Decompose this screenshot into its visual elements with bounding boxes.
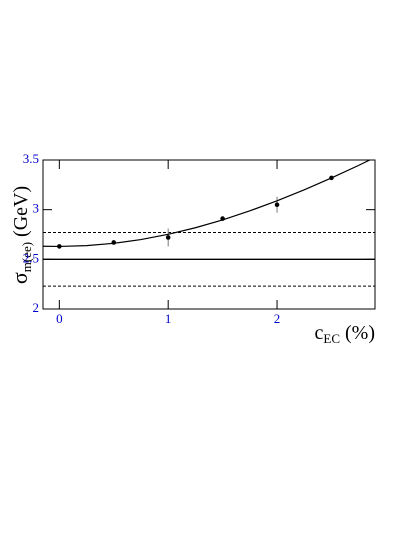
y-tick-label: 2.5 <box>23 250 39 265</box>
x-label-unit: (%) <box>345 322 375 344</box>
data-point <box>274 202 280 207</box>
y-axis-label: σm(ee) (GeV) <box>7 186 34 284</box>
y-tick-label: 3.5 <box>23 151 39 166</box>
x-label-symbol: c <box>315 322 324 344</box>
x-tick-label: 2 <box>274 311 281 326</box>
y-tick-label: 3 <box>33 201 40 216</box>
x-tick-label: 0 <box>56 311 63 326</box>
x-axis-label: cEC (%) <box>315 322 376 346</box>
fit-curve <box>43 160 372 248</box>
data-point <box>165 235 171 240</box>
plot-area <box>43 160 372 249</box>
y-tick-label: 2 <box>33 300 40 315</box>
plot-frame <box>42 159 376 310</box>
y-label-unit: (GeV) <box>10 186 32 237</box>
y-label-symbol: σ <box>7 272 32 284</box>
x-tick-label: 1 <box>165 311 172 326</box>
x-label-sub: EC <box>323 331 340 346</box>
y-label-sub: m(ee) <box>19 242 34 272</box>
